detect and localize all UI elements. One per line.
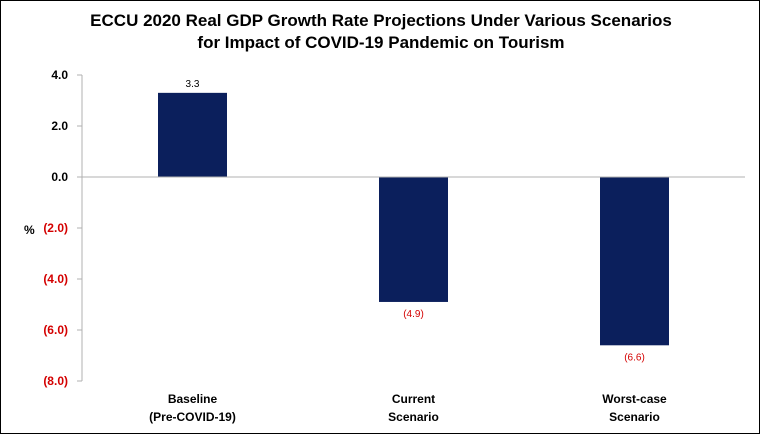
y-tick-label: 4.0	[51, 68, 68, 82]
y-axis-label: %	[24, 223, 35, 237]
y-tick-label: (8.0)	[43, 374, 68, 388]
data-label: (6.6)	[624, 352, 645, 363]
bar	[379, 177, 448, 302]
y-tick-label: (6.0)	[43, 323, 68, 337]
y-tick-label: (4.0)	[43, 272, 68, 286]
y-tick-label: (2.0)	[43, 221, 68, 235]
category-label: Scenario	[609, 410, 660, 424]
chart-title: ECCU 2020 Real GDP Growth Rate Projectio…	[0, 10, 762, 54]
category-label: Baseline	[168, 392, 218, 406]
category-label: (Pre-COVID-19)	[149, 410, 236, 424]
category-label: Current	[392, 392, 435, 406]
category-label: Worst-case	[602, 392, 667, 406]
data-label: (4.9)	[403, 309, 424, 320]
y-tick-label: 2.0	[51, 119, 68, 133]
bar	[600, 177, 669, 346]
category-label: Scenario	[388, 410, 439, 424]
data-label: 3.3	[186, 79, 200, 90]
bar	[158, 92, 227, 177]
chart-title-line-1: ECCU 2020 Real GDP Growth Rate Projectio…	[90, 11, 672, 30]
y-tick-label: 0.0	[51, 170, 68, 184]
chart-title-line-2: for Impact of COVID-19 Pandemic on Touri…	[197, 33, 565, 52]
